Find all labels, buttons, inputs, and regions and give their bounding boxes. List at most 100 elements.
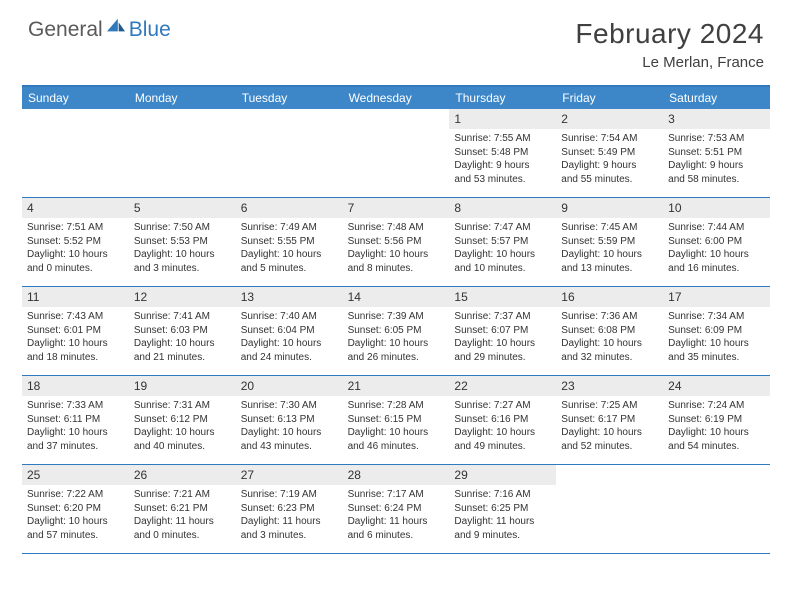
- day-number: 20: [236, 376, 343, 396]
- day-line-sunset: Sunset: 6:17 PM: [561, 413, 658, 427]
- day-line-dl1: Daylight: 10 hours: [27, 426, 124, 440]
- day-number: 18: [22, 376, 129, 396]
- week-row: 18Sunrise: 7:33 AMSunset: 6:11 PMDayligh…: [22, 376, 770, 465]
- day-body: Sunrise: 7:55 AMSunset: 5:48 PMDaylight:…: [449, 129, 556, 190]
- day-cell: 7Sunrise: 7:48 AMSunset: 5:56 PMDaylight…: [343, 198, 450, 286]
- day-cell: 19Sunrise: 7:31 AMSunset: 6:12 PMDayligh…: [129, 376, 236, 464]
- day-line-dl2: and 53 minutes.: [454, 173, 551, 187]
- day-line-sunset: Sunset: 6:15 PM: [348, 413, 445, 427]
- day-number: 29: [449, 465, 556, 485]
- brand-text-blue: Blue: [129, 18, 171, 42]
- day-number: 22: [449, 376, 556, 396]
- day-line-sunrise: Sunrise: 7:25 AM: [561, 399, 658, 413]
- day-line-dl1: Daylight: 9 hours: [561, 159, 658, 173]
- week-row: 4Sunrise: 7:51 AMSunset: 5:52 PMDaylight…: [22, 198, 770, 287]
- day-line-sunrise: Sunrise: 7:48 AM: [348, 221, 445, 235]
- day-line-sunrise: Sunrise: 7:30 AM: [241, 399, 338, 413]
- day-number: 9: [556, 198, 663, 218]
- day-line-dl1: Daylight: 10 hours: [134, 426, 231, 440]
- day-line-sunrise: Sunrise: 7:22 AM: [27, 488, 124, 502]
- day-cell: 23Sunrise: 7:25 AMSunset: 6:17 PMDayligh…: [556, 376, 663, 464]
- day-cell: 5Sunrise: 7:50 AMSunset: 5:53 PMDaylight…: [129, 198, 236, 286]
- day-body: Sunrise: 7:49 AMSunset: 5:55 PMDaylight:…: [236, 218, 343, 279]
- day-line-dl1: Daylight: 10 hours: [668, 426, 765, 440]
- day-line-sunset: Sunset: 6:07 PM: [454, 324, 551, 338]
- calendar-grid: SundayMondayTuesdayWednesdayThursdayFrid…: [22, 85, 770, 554]
- day-line-dl1: Daylight: 11 hours: [241, 515, 338, 529]
- day-cell: 14Sunrise: 7:39 AMSunset: 6:05 PMDayligh…: [343, 287, 450, 375]
- day-line-sunset: Sunset: 6:19 PM: [668, 413, 765, 427]
- day-number: 26: [129, 465, 236, 485]
- day-number: 2: [556, 109, 663, 129]
- day-number: 16: [556, 287, 663, 307]
- brand-logo: General Blue: [28, 18, 171, 42]
- day-number: 5: [129, 198, 236, 218]
- day-line-sunset: Sunset: 6:08 PM: [561, 324, 658, 338]
- title-block: February 2024 Le Merlan, France: [575, 18, 764, 71]
- day-line-dl2: and 21 minutes.: [134, 351, 231, 365]
- day-line-sunset: Sunset: 6:00 PM: [668, 235, 765, 249]
- day-line-sunset: Sunset: 5:55 PM: [241, 235, 338, 249]
- day-line-sunrise: Sunrise: 7:49 AM: [241, 221, 338, 235]
- day-cell: 27Sunrise: 7:19 AMSunset: 6:23 PMDayligh…: [236, 465, 343, 553]
- day-line-dl2: and 29 minutes.: [454, 351, 551, 365]
- day-line-dl2: and 54 minutes.: [668, 440, 765, 454]
- day-line-sunset: Sunset: 6:09 PM: [668, 324, 765, 338]
- day-line-sunset: Sunset: 5:59 PM: [561, 235, 658, 249]
- day-cell: 24Sunrise: 7:24 AMSunset: 6:19 PMDayligh…: [663, 376, 770, 464]
- day-line-sunrise: Sunrise: 7:51 AM: [27, 221, 124, 235]
- day-line-dl2: and 6 minutes.: [348, 529, 445, 543]
- day-number: 21: [343, 376, 450, 396]
- day-line-dl2: and 26 minutes.: [348, 351, 445, 365]
- day-line-sunset: Sunset: 6:03 PM: [134, 324, 231, 338]
- day-line-sunrise: Sunrise: 7:41 AM: [134, 310, 231, 324]
- day-cell: 28Sunrise: 7:17 AMSunset: 6:24 PMDayligh…: [343, 465, 450, 553]
- day-line-dl1: Daylight: 11 hours: [454, 515, 551, 529]
- day-line-dl2: and 49 minutes.: [454, 440, 551, 454]
- day-line-sunset: Sunset: 6:16 PM: [454, 413, 551, 427]
- day-line-dl1: Daylight: 10 hours: [241, 337, 338, 351]
- day-line-dl1: Daylight: 10 hours: [134, 248, 231, 262]
- day-cell-empty: [236, 109, 343, 197]
- day-line-sunrise: Sunrise: 7:19 AM: [241, 488, 338, 502]
- day-body: Sunrise: 7:48 AMSunset: 5:56 PMDaylight:…: [343, 218, 450, 279]
- dow-cell: Thursday: [449, 87, 556, 109]
- day-line-dl1: Daylight: 10 hours: [561, 426, 658, 440]
- day-line-dl2: and 46 minutes.: [348, 440, 445, 454]
- day-cell: 3Sunrise: 7:53 AMSunset: 5:51 PMDaylight…: [663, 109, 770, 197]
- day-number: 24: [663, 376, 770, 396]
- day-line-dl2: and 35 minutes.: [668, 351, 765, 365]
- dow-cell: Wednesday: [343, 87, 450, 109]
- day-cell: 2Sunrise: 7:54 AMSunset: 5:49 PMDaylight…: [556, 109, 663, 197]
- day-line-sunrise: Sunrise: 7:36 AM: [561, 310, 658, 324]
- day-number: 3: [663, 109, 770, 129]
- day-line-sunrise: Sunrise: 7:28 AM: [348, 399, 445, 413]
- week-row: 25Sunrise: 7:22 AMSunset: 6:20 PMDayligh…: [22, 465, 770, 554]
- day-line-sunrise: Sunrise: 7:37 AM: [454, 310, 551, 324]
- day-line-sunset: Sunset: 5:57 PM: [454, 235, 551, 249]
- week-row: 11Sunrise: 7:43 AMSunset: 6:01 PMDayligh…: [22, 287, 770, 376]
- day-cell: 20Sunrise: 7:30 AMSunset: 6:13 PMDayligh…: [236, 376, 343, 464]
- day-cell: 17Sunrise: 7:34 AMSunset: 6:09 PMDayligh…: [663, 287, 770, 375]
- day-line-dl1: Daylight: 11 hours: [134, 515, 231, 529]
- day-line-sunrise: Sunrise: 7:39 AM: [348, 310, 445, 324]
- day-body: Sunrise: 7:39 AMSunset: 6:05 PMDaylight:…: [343, 307, 450, 368]
- day-line-dl1: Daylight: 10 hours: [454, 426, 551, 440]
- dow-cell: Tuesday: [236, 87, 343, 109]
- day-line-dl1: Daylight: 10 hours: [241, 426, 338, 440]
- day-line-sunset: Sunset: 5:51 PM: [668, 146, 765, 160]
- day-line-sunrise: Sunrise: 7:54 AM: [561, 132, 658, 146]
- day-line-sunrise: Sunrise: 7:16 AM: [454, 488, 551, 502]
- day-body: Sunrise: 7:45 AMSunset: 5:59 PMDaylight:…: [556, 218, 663, 279]
- day-of-week-header: SundayMondayTuesdayWednesdayThursdayFrid…: [22, 87, 770, 109]
- day-line-dl2: and 57 minutes.: [27, 529, 124, 543]
- day-cell: 9Sunrise: 7:45 AMSunset: 5:59 PMDaylight…: [556, 198, 663, 286]
- day-body: Sunrise: 7:47 AMSunset: 5:57 PMDaylight:…: [449, 218, 556, 279]
- day-line-dl2: and 9 minutes.: [454, 529, 551, 543]
- day-cell: 15Sunrise: 7:37 AMSunset: 6:07 PMDayligh…: [449, 287, 556, 375]
- day-line-dl2: and 3 minutes.: [134, 262, 231, 276]
- day-line-sunrise: Sunrise: 7:53 AM: [668, 132, 765, 146]
- day-body: Sunrise: 7:37 AMSunset: 6:07 PMDaylight:…: [449, 307, 556, 368]
- day-number: 13: [236, 287, 343, 307]
- day-line-dl2: and 37 minutes.: [27, 440, 124, 454]
